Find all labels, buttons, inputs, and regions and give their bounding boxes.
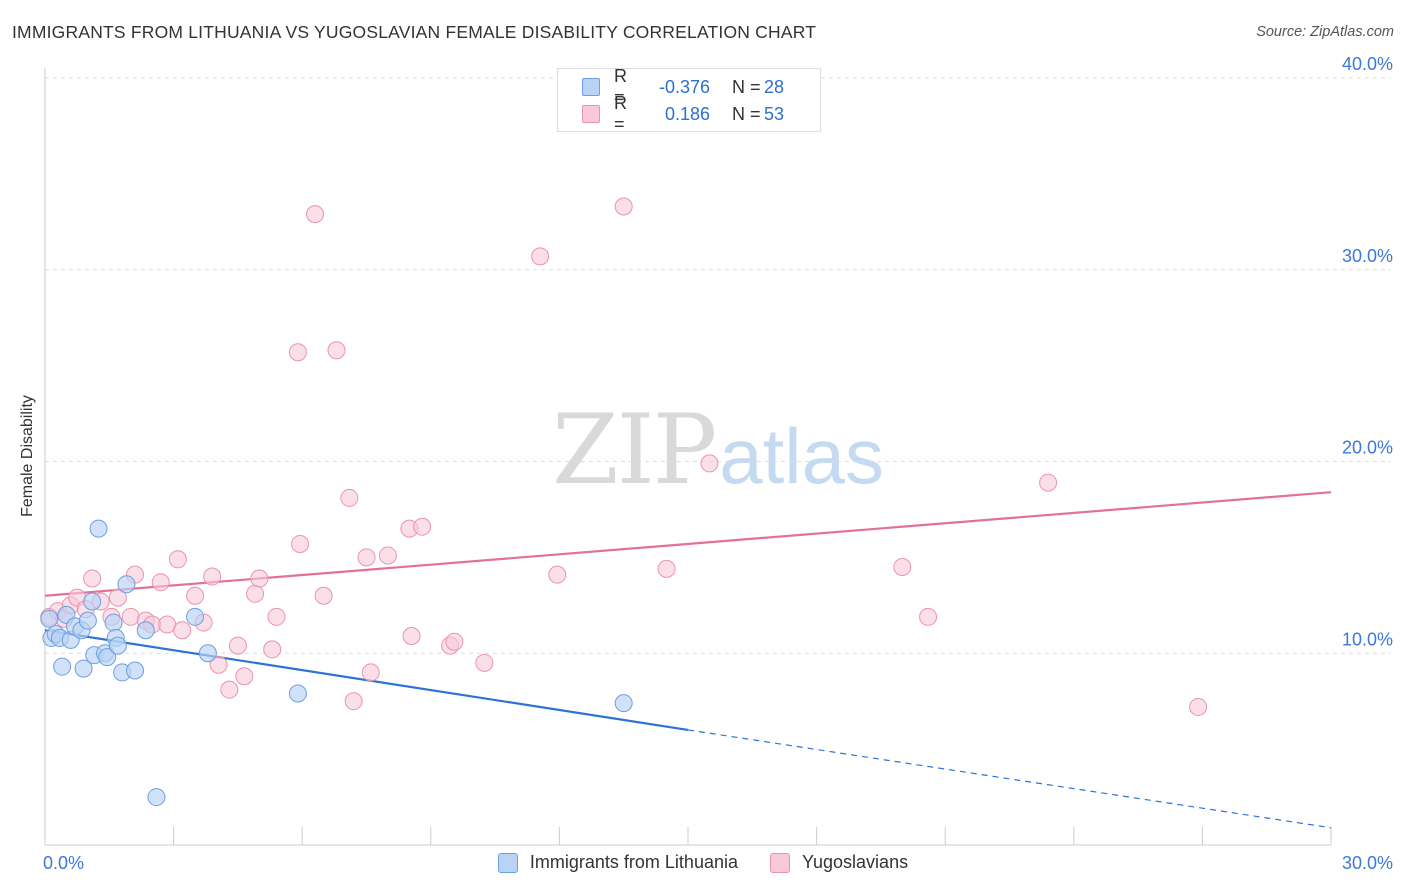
yugoslavians-point [168,550,187,569]
yugoslavians-point [173,621,192,640]
lithuania-point [74,659,93,678]
yugoslavians-legend-swatch [770,852,790,873]
yugoslavians-point [475,653,494,672]
r-value: 0.186 [664,103,710,124]
watermark: ZIPatlas [552,402,884,499]
yugoslavians-point [203,567,222,586]
yugoslavians-point [445,632,464,651]
grid-lines [45,77,1391,654]
yugoslavians-point [1189,697,1208,716]
yugoslavians-point [220,680,239,699]
yugoslavians-point [291,534,310,553]
trend-lines [44,491,1332,829]
yugoslavians-point [548,565,567,584]
n-label: N = [732,76,761,97]
x-tick-label: 30.0% [1342,853,1393,873]
y-axis-label: Female Disability [19,395,36,517]
yugoslavians-point [83,569,102,588]
x-tick-label: 0.0% [43,853,84,873]
yugoslavians-point [378,546,397,565]
r-label: R = [614,93,627,134]
watermark-zip: ZIP [552,394,717,506]
y-tick-label: 20.0% [1342,438,1393,458]
yugoslavians-point [314,586,333,605]
lithuania-point [104,613,123,632]
yugoslavians-point [327,341,346,360]
yugoslavians-point [288,343,307,362]
lithuania-point [117,575,136,594]
y-tick-label: 30.0% [1342,246,1393,266]
yugoslavians-point [893,557,912,576]
r-label: R = [614,66,627,107]
stats-legend-row-yugoslavians: R = 0.186 N = 53 [582,93,785,134]
yugoslavians-point [919,607,938,626]
yugoslavians-point [413,517,432,536]
yugoslavians-point [361,663,380,682]
yugoslavians-point [531,247,550,266]
yugoslavians-point [267,607,286,626]
axes [44,68,1332,846]
yugoslavians-point [158,615,177,634]
lithuania-point [98,648,117,667]
yugoslavians-point [402,626,421,645]
yugoslavians-swatch [582,105,600,123]
legend-label-lithuania: Immigrants from Lithuania [529,852,738,872]
stats-legend: R = -0.376 N = 28 R = 0.186 N = 53 [557,66,821,134]
r-value: -0.376 [658,76,710,97]
yugoslavians-point [151,573,170,592]
watermark-atlas: atlas [719,412,884,500]
stats-legend-row-lithuania: R = -0.376 N = 28 [582,66,785,107]
yugoslavians-point [246,584,265,603]
lithuania-trend-extension [687,729,1332,829]
n-value: 28 [764,76,785,97]
lithuania-point [53,657,72,676]
lithuania-point [136,621,155,640]
lithuania-point [40,609,59,628]
legend-label-yugoslavians: Yugoslavians [802,852,909,872]
lithuania-point [89,519,108,538]
yugoslavians-point [228,636,247,655]
lithuania-legend-swatch [497,852,518,873]
n-value: 53 [764,103,785,124]
lithuania-point [614,694,633,713]
lithuania-point [186,607,205,626]
lithuania-point [198,644,217,663]
tick-labels: 10.0% 20.0% 30.0% 40.0% 0.0% 30.0% [43,54,1393,873]
yugoslavians-point [263,640,282,659]
yugoslavians-trend-line [44,491,1332,597]
yugoslavians-point [186,586,205,605]
yugoslavians-point [1039,473,1058,492]
series-legend: Immigrants from Lithuania Yugoslavians [0,852,1406,873]
legend-item-lithuania: Immigrants from Lithuania [497,852,738,873]
y-tick-label: 10.0% [1342,629,1393,649]
yugoslavians-point [700,454,719,473]
yugoslavians-point [235,667,254,686]
lithuania-point [126,661,145,680]
chart-title: IMMIGRANTS FROM LITHUANIA VS YUGOSLAVIAN… [12,22,817,42]
yugoslavians-point [121,607,140,626]
y-tick-label: 40.0% [1342,54,1393,74]
lithuania-swatch [582,78,600,96]
lithuania-point [78,611,97,630]
yugoslavians-point [340,488,359,507]
yugoslavians-point [306,205,325,224]
lithuania-point [83,592,102,611]
lithuania-point [288,684,307,703]
lithuania-point [147,788,166,807]
legend-item-yugoslavians: Yugoslavians [770,852,908,873]
yugoslavians-point [614,197,633,216]
data-points [40,197,1208,807]
lithuania-point [108,636,127,655]
yugoslavians-point [209,655,228,674]
yugoslavians-point [108,588,127,607]
yugoslavians-point [657,559,676,578]
source-label: Source: ZipAtlas.com [1256,24,1394,40]
n-label: N = [732,103,761,124]
yugoslavians-point [250,569,269,588]
yugoslavians-point [344,692,363,711]
yugoslavians-point [357,548,376,567]
